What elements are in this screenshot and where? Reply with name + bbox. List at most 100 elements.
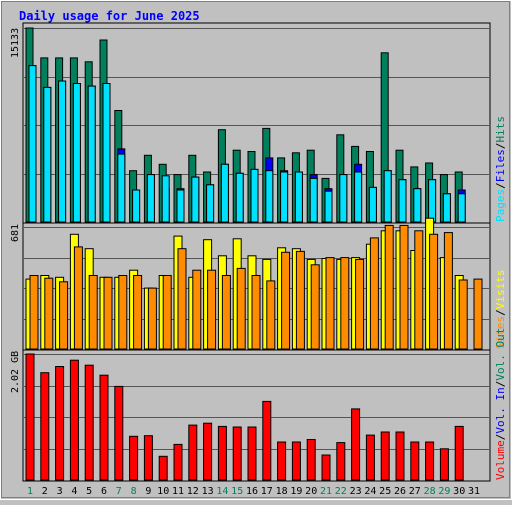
hits-legend: Pages/Files/Hits (494, 116, 507, 222)
legend-sep-4: / (494, 434, 507, 441)
legend-sep-2: / (494, 143, 507, 150)
sites-bar (281, 251, 291, 350)
day-axis-labels: 1 2 3 4 5 6 7 8 9 10 11 12 13 14 15 16 17 18 19 20 21 22 23 24 2… (27, 486, 480, 497)
sites-bar (236, 267, 246, 350)
volume-bar (188, 424, 198, 481)
pages-bar (58, 80, 67, 223)
volume-bar (114, 385, 124, 481)
day-label: 18 (276, 486, 288, 497)
chart-title: Daily usage for June 2025 (19, 9, 200, 23)
day-label: 2 (42, 486, 48, 497)
sites-bar (414, 230, 424, 350)
volume-bar (380, 431, 390, 481)
volume-bar (351, 408, 361, 481)
day-label: 13 (202, 486, 214, 497)
volume-legend: Volume/Vol. In/Vol. Out (494, 328, 507, 480)
day-label: 16 (246, 486, 258, 497)
day-label: 23 (350, 486, 362, 497)
volume-bar (395, 431, 405, 481)
sites-bar (192, 269, 202, 350)
day-label: 17 (261, 486, 273, 497)
volume-bar (336, 442, 346, 481)
pages-bar (132, 189, 141, 223)
sites-bar (325, 257, 335, 350)
sites-bar (310, 264, 320, 350)
day-label: 10 (157, 486, 169, 497)
pages-bar (383, 170, 392, 223)
volume-bar (158, 455, 168, 481)
sites-bar (458, 279, 468, 350)
sites-bar (355, 258, 365, 350)
pages-bar (220, 163, 229, 223)
sites-bar (103, 276, 113, 350)
pages-bar (324, 190, 333, 223)
pages-bar (146, 174, 155, 223)
pages-bar (206, 184, 215, 223)
pages-bar (354, 171, 363, 223)
legend-sep-3: / (494, 309, 507, 316)
pages-bar (43, 86, 52, 223)
pages-bar (339, 174, 348, 223)
day-label: 25 (379, 486, 391, 497)
pages-bar (191, 176, 200, 223)
volume-bar (232, 426, 242, 481)
volume-bar (291, 441, 301, 481)
volume-bar (247, 426, 257, 481)
sites-bar (133, 275, 143, 350)
bars (25, 27, 483, 481)
sites-bar (59, 281, 69, 350)
pages-bar (28, 65, 37, 223)
legend-sites: Sites (494, 316, 507, 349)
volume-bar (40, 372, 50, 481)
pages-bar (442, 193, 451, 223)
legend-volume: Volume (494, 440, 507, 480)
day-label: 15 (231, 486, 243, 497)
visits-legend: Sites/Visits (494, 270, 507, 350)
sites-bar (429, 233, 439, 350)
sites-bar (295, 250, 305, 350)
sites-bar (266, 280, 276, 350)
volume-bar (439, 448, 449, 481)
pages-bar (117, 153, 126, 223)
volume-bar (217, 425, 227, 481)
pages-bar (176, 189, 185, 223)
legend-visits: Visits (494, 270, 507, 310)
volume-bar (306, 439, 316, 481)
pages-bar (250, 168, 259, 223)
legend-pages: Pages (494, 189, 507, 222)
pages-bar (398, 179, 407, 223)
day-label: 29 (438, 486, 450, 497)
day-label: 14 (216, 486, 228, 497)
day-label: 1 (27, 486, 33, 497)
sites-bar (29, 275, 39, 350)
sites-bar (399, 224, 409, 350)
sites-bar (384, 224, 394, 350)
hits-ymax-label: 15133 (10, 28, 21, 58)
pages-bar (457, 193, 466, 223)
volume-bar (365, 434, 375, 481)
sites-bar (162, 275, 172, 350)
day-label: 27 (409, 486, 421, 497)
pages-bar (280, 171, 289, 223)
sites-bar (118, 275, 128, 350)
day-label: 6 (101, 486, 107, 497)
volume-bar (321, 454, 331, 481)
volume-ymax-label: 2.02 GB (10, 351, 21, 393)
volume-bar (410, 441, 420, 481)
pages-bar (265, 170, 274, 223)
day-label: 12 (187, 486, 199, 497)
day-label: 28 (424, 486, 436, 497)
sites-bar (147, 287, 157, 350)
day-label: 21 (320, 486, 332, 497)
day-label: 31 (468, 486, 480, 497)
volume-bar (277, 441, 287, 481)
pages-bar (235, 172, 244, 223)
volume-bar (425, 441, 435, 481)
volume-bar (262, 400, 272, 481)
pages-bar (72, 83, 81, 223)
pages-bar (161, 175, 170, 223)
day-label: 26 (394, 486, 406, 497)
day-label: 11 (172, 486, 184, 497)
visits-ymax-label: 681 (10, 224, 21, 242)
